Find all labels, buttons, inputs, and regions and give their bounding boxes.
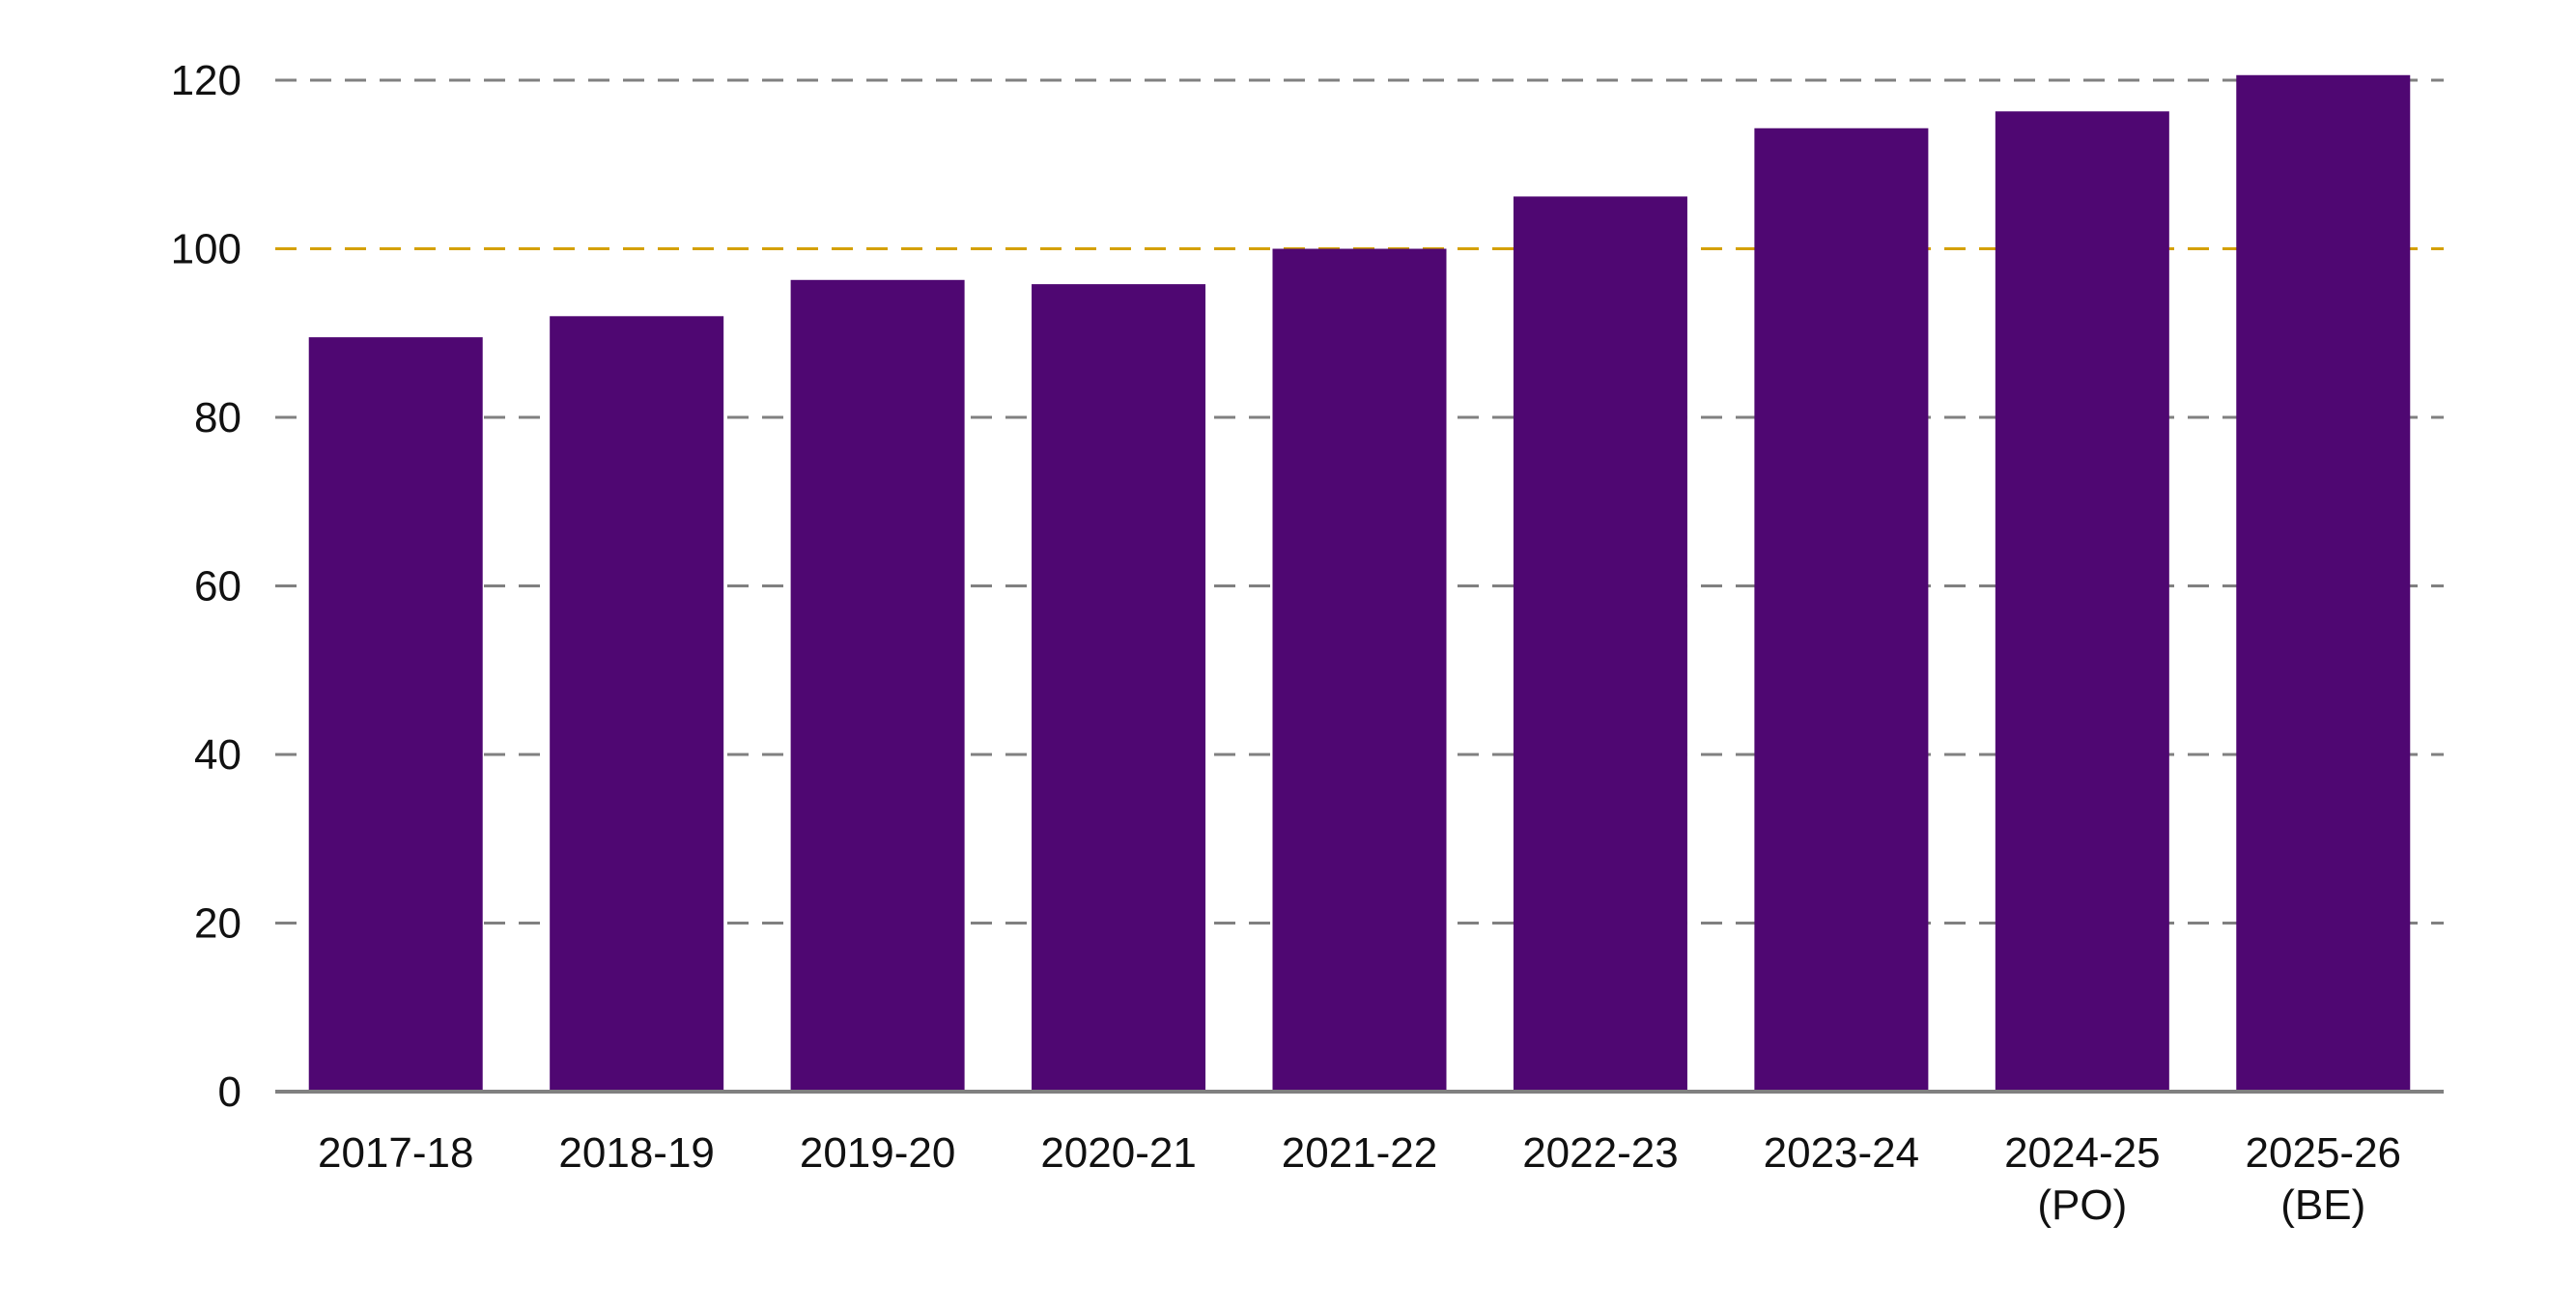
bar-2018-19 (550, 316, 724, 1092)
bars (308, 74, 2411, 1093)
y-tick-labels: 0 20 40 60 80 100 120 (171, 57, 241, 1116)
y-tick-label-0: 0 (218, 1068, 241, 1116)
x-tick-label-2022-23: 2022-23 (1522, 1129, 1678, 1177)
x-tick-label-line: 2020-21 (1040, 1129, 1196, 1177)
bar-2021-22 (1272, 248, 1447, 1092)
y-tick-label-80: 80 (194, 394, 241, 441)
bar-2022-23 (1513, 196, 1687, 1092)
x-tick-label-line: (BE) (2280, 1181, 2365, 1229)
bar-2020-21 (1032, 284, 1206, 1092)
x-tick-label-line: (PO) (2037, 1181, 2127, 1229)
x-tick-label-2023-24: 2023-24 (1764, 1129, 1919, 1177)
x-tick-label-line: 2025-26 (2246, 1129, 2401, 1177)
x-tick-label-2017-18: 2017-18 (318, 1129, 473, 1177)
x-tick-label-line: 2023-24 (1764, 1129, 1919, 1177)
x-tick-label-2021-22: 2021-22 (1282, 1129, 1437, 1177)
x-tick-label-line: 2021-22 (1282, 1129, 1437, 1177)
x-tick-label-2018-19: 2018-19 (558, 1129, 714, 1177)
x-tick-label-line: 2022-23 (1522, 1129, 1678, 1177)
y-tick-label-40: 40 (194, 731, 241, 779)
y-tick-label-100: 100 (171, 226, 241, 273)
x-tick-label-line: 2019-20 (800, 1129, 955, 1177)
x-tick-label-line: 2024-25 (2004, 1129, 2160, 1177)
x-tick-labels: 2017-18 2018-19 2019-20 2020-21 2021-22 2022-… (318, 1129, 2401, 1229)
bar-2023-24 (1754, 128, 1929, 1093)
bar-2019-20 (790, 279, 965, 1093)
bar-2017-18 (308, 337, 483, 1092)
bar-2024-25 (1995, 111, 2169, 1093)
x-tick-label-2020-21: 2020-21 (1040, 1129, 1196, 1177)
x-tick-label-2024-25: 2024-25 (PO) (2004, 1129, 2160, 1229)
bar-2025-26 (2236, 74, 2411, 1092)
y-tick-label-60: 60 (194, 563, 241, 611)
y-tick-label-20: 20 (194, 900, 241, 948)
x-tick-label-line: 2018-19 (558, 1129, 714, 1177)
x-tick-label-2019-20: 2019-20 (800, 1129, 955, 1177)
y-tick-label-120: 120 (171, 57, 241, 104)
x-tick-label-line: 2017-18 (318, 1129, 473, 1177)
x-tick-label-2025-26: 2025-26 (BE) (2246, 1129, 2401, 1229)
